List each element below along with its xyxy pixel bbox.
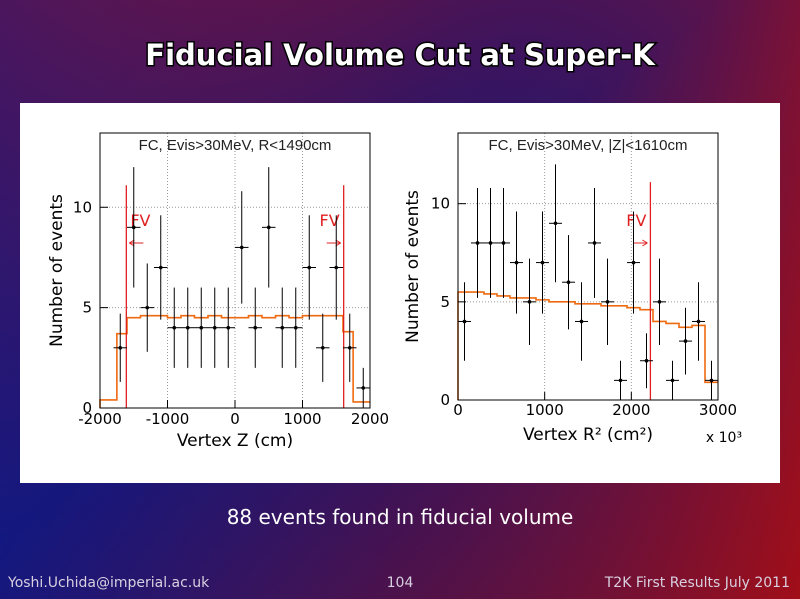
data-point [239, 245, 244, 250]
data-point [158, 265, 163, 270]
data-point [540, 260, 545, 265]
chart-title: FC, Evis>30MeV, R<1490cm [139, 137, 332, 154]
figure-panel [20, 103, 780, 483]
data-point [199, 325, 204, 330]
y-tick-label: 0 [440, 391, 450, 409]
slide-title: Fiducial Volume Cut at Super-K [145, 38, 656, 72]
data-point [696, 319, 701, 324]
data-point [266, 225, 271, 230]
y-tick-label: 5 [440, 293, 450, 311]
data-point [361, 386, 366, 390]
cut-arrowhead [642, 239, 648, 247]
data-point [293, 325, 298, 330]
y-axis-label: Number of events [403, 190, 423, 343]
data-point [657, 300, 662, 304]
data-point [347, 345, 352, 350]
x-tick-label: -2000 [78, 410, 122, 428]
data-point [226, 325, 231, 330]
data-point [514, 260, 519, 265]
data-point [631, 260, 636, 265]
data-point [670, 378, 675, 383]
data-point [320, 345, 325, 350]
chart-title: FC, Evis>30MeV, |Z|<1610cm [489, 137, 688, 154]
x-tick-label: 2000 [351, 410, 389, 428]
cut-label: FV [626, 211, 646, 230]
data-point [280, 325, 285, 330]
x-tick-label: 1000 [283, 410, 321, 428]
data-point [488, 241, 493, 245]
data-point [334, 265, 339, 270]
mc-histogram [99, 314, 370, 408]
y-axis-label: Number of events [47, 194, 67, 347]
data-point [709, 378, 714, 383]
x-axis-label: Vertex Z (cm) [177, 431, 293, 451]
data-point [307, 265, 312, 270]
x-tick-label: 2000 [612, 401, 650, 419]
x-tick-label: 0 [453, 401, 463, 419]
x-tick-label: -1000 [146, 410, 190, 428]
data-point [145, 305, 150, 310]
y-tick-label: 5 [82, 299, 92, 317]
data-point [172, 325, 177, 330]
data-point [605, 300, 610, 304]
data-point [475, 241, 480, 245]
data-point [253, 325, 258, 330]
data-point [131, 225, 136, 230]
data-point [644, 358, 649, 363]
x-tick-label: 1000 [526, 401, 564, 419]
data-point [118, 345, 123, 350]
footer-event: T2K First Results July 2011 [604, 575, 790, 591]
data-point [579, 319, 584, 324]
data-point [618, 378, 623, 383]
x-axis-label: Vertex R² (cm²) [523, 425, 653, 445]
data-point [501, 241, 506, 245]
x-tick-label: 0 [230, 410, 240, 428]
cut-label: FV [130, 211, 150, 230]
mc-histogram [457, 291, 718, 400]
data-point [553, 221, 558, 226]
y-tick-label: 10 [73, 198, 92, 216]
x-tick-label: 3000 [699, 401, 737, 419]
y-tick-label: 10 [431, 195, 450, 213]
page-number: 104 [387, 575, 414, 591]
footer-email: Yoshi.Uchida@imperial.ac.uk [7, 575, 210, 591]
data-point [683, 339, 688, 343]
data-point [592, 241, 597, 245]
data-point [566, 280, 571, 285]
data-point [462, 319, 467, 324]
caption: 88 events found in fiducial volume [227, 505, 574, 529]
data-point [527, 300, 532, 304]
y-tick-label: 0 [82, 399, 92, 417]
data-point [212, 325, 217, 330]
cut-label: FV [320, 211, 340, 230]
data-point [185, 325, 190, 330]
plot-frame [457, 132, 719, 401]
x-scale-note: x 10³ [706, 430, 742, 446]
